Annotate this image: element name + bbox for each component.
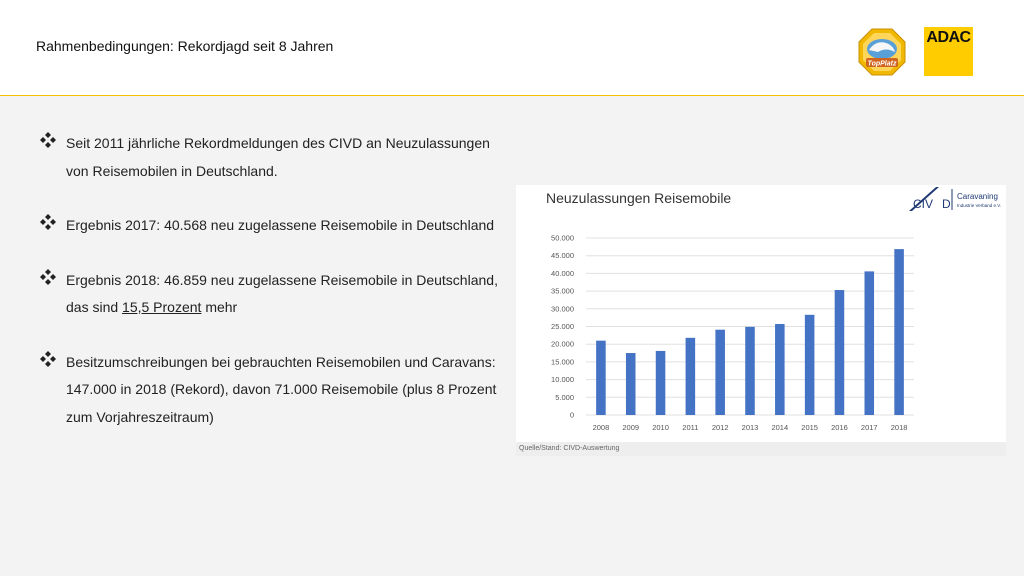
bullet-item: Ergebnis 2018: 46.859 neu zugelassene Re… (38, 267, 508, 322)
bar-2015 (804, 314, 815, 415)
x-tick-label: 2018 (891, 423, 908, 432)
y-tick-label: 40.000 (551, 269, 574, 278)
bullet-text-before: Ergebnis 2018: 46.859 neu zugelassene Re… (66, 271, 498, 316)
x-tick-label: 2014 (771, 423, 788, 432)
bar-2012 (715, 329, 725, 415)
bullet-text-after: mehr (201, 299, 238, 315)
y-tick-label: 20.000 (551, 340, 574, 349)
bullet-text: Besitzumschreibungen bei gebrauchten Rei… (66, 353, 497, 425)
bullet-item: Besitzumschreibungen bei gebrauchten Rei… (38, 349, 508, 432)
bar-2013 (745, 326, 755, 415)
diamond-bullet-icon (40, 132, 56, 148)
bullet-list: Seit 2011 jährliche Rekordmeldungen des … (38, 130, 508, 458)
bullet-item: Seit 2011 jährliche Rekordmeldungen des … (38, 130, 508, 185)
x-tick-label: 2017 (861, 423, 878, 432)
topplatz-logo: TopPlatz (858, 28, 906, 76)
chart-card: Neuzulassungen Reisemobile CIV D Caravan… (516, 185, 1006, 455)
adac-logo-text: ADAC (926, 29, 971, 46)
y-tick-label: 30.000 (551, 304, 574, 313)
bar-2017 (864, 271, 875, 415)
civd-logo-name: Caravaning (957, 192, 998, 201)
civd-logo: CIV D Caravaning Industrie Verband e.V. (909, 187, 1005, 211)
bar-2018 (894, 249, 904, 415)
slide-title: Rahmenbedingungen: Rekordjagd seit 8 Jah… (36, 38, 334, 54)
y-tick-label: 15.000 (551, 357, 574, 366)
bar-chart: Neuzulassungen Reisemobile CIV D Caravan… (546, 187, 1005, 432)
bullet-text: Ergebnis 2017: 40.568 neu zugelassene Re… (66, 217, 495, 233)
header-bar: Rahmenbedingungen: Rekordjagd seit 8 Jah… (0, 0, 1024, 96)
adac-logo: ADAC (924, 27, 973, 76)
x-tick-label: 2013 (742, 423, 759, 432)
bullet-text: Seit 2011 jährliche Rekordmeldungen des … (66, 135, 490, 179)
y-tick-label: 0 (570, 411, 574, 420)
bar-2008 (596, 340, 606, 415)
x-tick-label: 2016 (831, 423, 848, 432)
bar-2016 (834, 290, 845, 415)
chart-title: Neuzulassungen Reisemobile (546, 190, 731, 206)
x-tick-label: 2009 (622, 423, 639, 432)
x-tick-label: 2008 (593, 423, 610, 432)
x-tick-label: 2015 (801, 423, 818, 432)
diamond-bullet-icon (40, 268, 56, 285)
y-tick-label: 10.000 (551, 375, 574, 384)
bullet-item: Ergebnis 2017: 40.568 neu zugelassene Re… (38, 212, 508, 240)
bar-2010 (655, 350, 666, 415)
y-tick-label: 50.000 (551, 234, 574, 243)
y-tick-label: 35.000 (551, 287, 574, 296)
bar-2014 (775, 324, 785, 415)
x-tick-label: 2010 (652, 423, 669, 432)
bar-2011 (685, 337, 696, 415)
civd-logo-subtitle: Industrie Verband e.V. (957, 203, 1001, 208)
x-tick-label: 2012 (712, 423, 729, 432)
chart-source: Quelle/Stand: CIVD-Auswertung (516, 442, 1006, 456)
y-tick-label: 5.000 (555, 393, 574, 402)
civd-logo-right: D (942, 197, 951, 211)
diamond-bullet-icon (40, 214, 56, 230)
diamond-bullet-icon (40, 350, 56, 367)
bar-2009 (625, 353, 636, 415)
y-tick-label: 45.000 (551, 251, 574, 260)
topplatz-logo-text: TopPlatz (868, 61, 897, 68)
x-tick-label: 2011 (682, 423, 698, 432)
y-tick-label: 25.000 (551, 322, 574, 331)
civd-logo-left: CIV (913, 197, 933, 211)
percent-link[interactable]: 15,5 Prozent (122, 299, 202, 315)
